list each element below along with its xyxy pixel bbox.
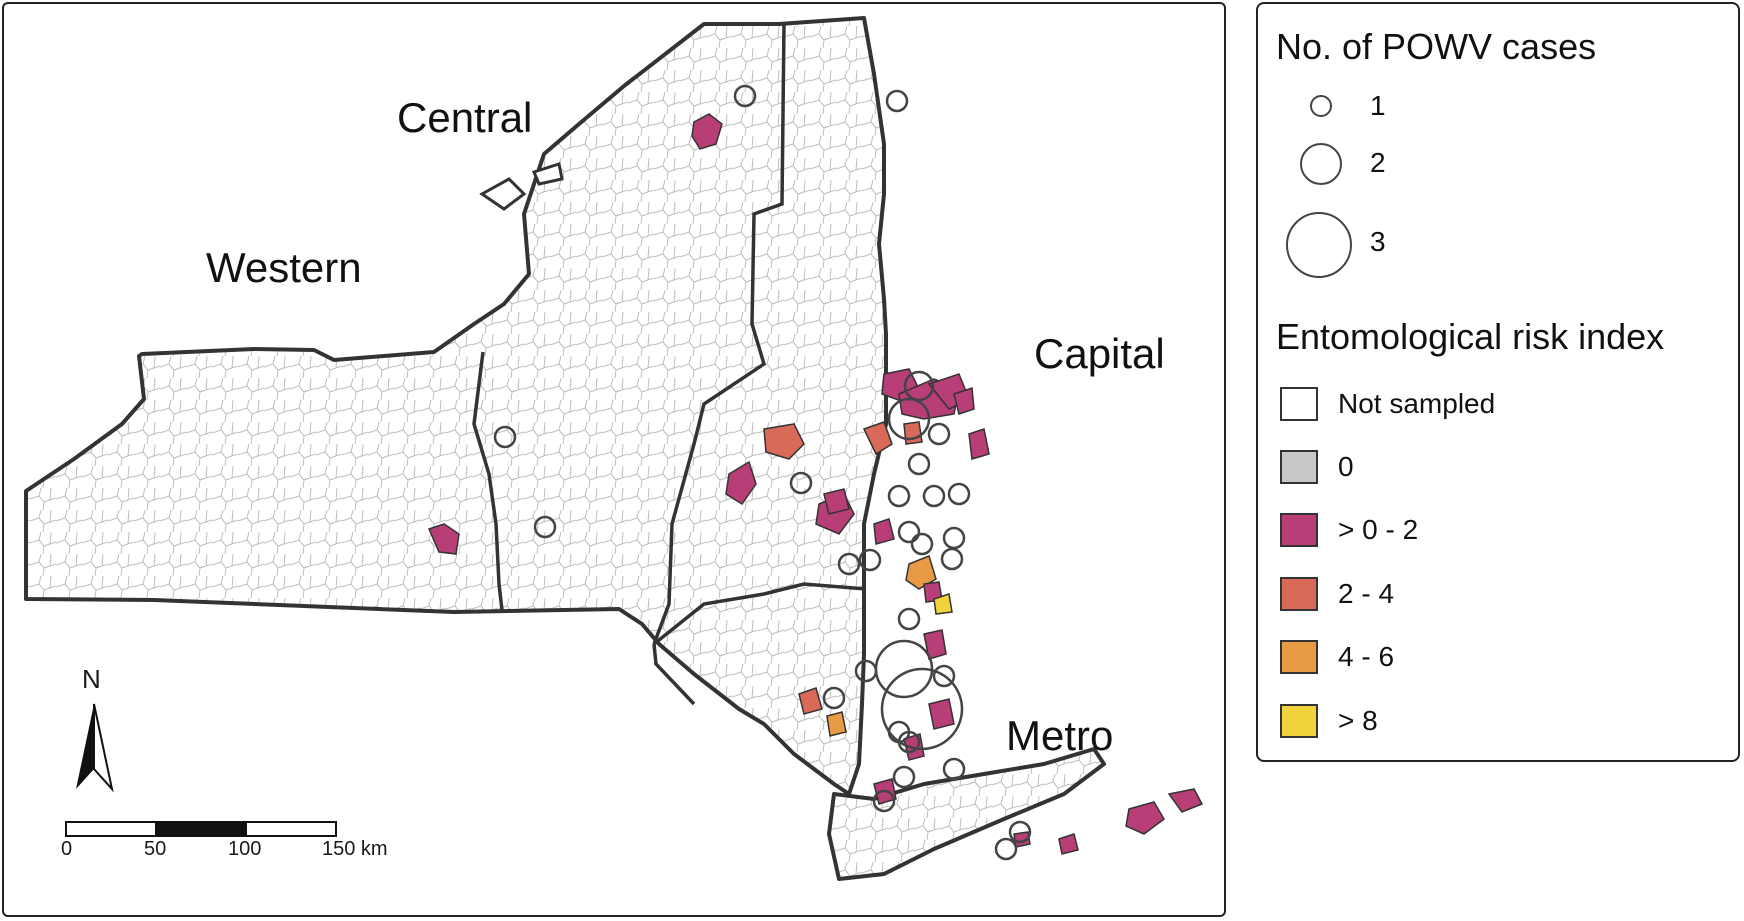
risk-area	[691, 113, 723, 150]
region-label-central: Central	[397, 94, 533, 141]
legend-risk-title: Entomological risk index	[1276, 316, 1665, 357]
case-circle-1	[910, 532, 934, 556]
case-circle-1	[493, 425, 517, 449]
case-circle-1	[942, 757, 966, 781]
risk-label-4-6: 4 - 6	[1338, 641, 1395, 672]
case-circle-3	[880, 667, 964, 751]
legend-cases-title: No. of POWV cases	[1276, 26, 1597, 67]
case-circle-1	[897, 520, 921, 544]
risk-label-gt0-2: > 0 - 2	[1338, 514, 1419, 545]
case-circle-1	[733, 84, 757, 108]
case-circle-2	[903, 370, 935, 402]
risk-label-2-4: 2 - 4	[1338, 578, 1395, 609]
risk-area	[763, 423, 805, 460]
north-label: N	[82, 664, 101, 694]
region-boundaries	[472, 23, 867, 706]
risk-label-not-sampled: Not sampled	[1338, 388, 1496, 419]
case-circle-3	[887, 397, 931, 441]
case-circle-1	[887, 484, 911, 508]
risk-area	[1013, 831, 1031, 848]
new-york-map	[24, 16, 1204, 881]
risk-area	[953, 386, 975, 415]
case-circle-1	[885, 89, 909, 113]
case-size-label-3: 3	[1370, 226, 1386, 257]
scale-tick-100: 100	[228, 838, 262, 860]
risk-area	[862, 421, 893, 456]
region-label-western: Western	[206, 244, 362, 291]
scale-bar	[65, 821, 337, 837]
map-panel: Central Western Capital Metro N 0 50 100…	[2, 2, 1226, 917]
scale-tick-0: 0	[61, 838, 73, 860]
scale-tick-150: 150 km	[322, 838, 388, 860]
case-circle-1	[1008, 820, 1032, 844]
case-circle-1	[892, 765, 916, 789]
case-circle-1	[907, 452, 931, 476]
case-circle-1	[533, 515, 557, 539]
risk-area	[903, 421, 923, 445]
risk-area	[725, 460, 757, 506]
region-label-capital: Capital	[1034, 330, 1165, 377]
legend-panel: No. of POWV cases 1 2 3 Entomological ri…	[1256, 2, 1740, 762]
case-circle-1	[897, 607, 921, 631]
risk-area	[968, 428, 990, 460]
case-circle-1	[994, 837, 1018, 861]
state-outline	[24, 16, 1106, 881]
case-circle-1	[947, 482, 971, 506]
risk-label-zero: 0	[1338, 451, 1354, 482]
case-circle-1	[837, 552, 861, 576]
risk-area	[798, 687, 823, 715]
case-circles	[493, 84, 1032, 861]
risk-area	[1058, 833, 1079, 855]
risk-swatch-gt8	[1280, 704, 1318, 738]
risk-swatch-4-6	[1280, 640, 1318, 674]
case-circle-1	[822, 686, 846, 710]
risk-area	[1167, 788, 1204, 813]
region-label-metro: Metro	[1006, 712, 1114, 759]
risk-area	[826, 711, 847, 737]
risk-areas	[427, 113, 1204, 855]
risk-area	[1125, 801, 1165, 835]
scale-tick-50: 50	[144, 838, 167, 860]
case-circle-1	[897, 730, 921, 754]
case-circle-1	[872, 789, 896, 813]
risk-area	[923, 629, 947, 660]
risk-area	[873, 518, 895, 545]
risk-area	[427, 523, 460, 555]
case-circle-1	[858, 548, 882, 572]
risk-area	[823, 488, 850, 515]
case-circle-1	[942, 526, 966, 550]
case-circle-1	[927, 422, 951, 446]
case-circle-1	[940, 547, 964, 571]
risk-area	[928, 698, 955, 730]
risk-swatch-zero	[1280, 450, 1318, 484]
case-circle-1	[789, 471, 813, 495]
risk-swatch-gt0-2	[1280, 513, 1318, 547]
case-size-label-2: 2	[1370, 147, 1386, 178]
case-size-circle-2	[1300, 143, 1342, 185]
case-size-circle-3	[1286, 212, 1352, 278]
risk-swatch-not-sampled	[1280, 387, 1318, 421]
risk-area	[933, 593, 953, 615]
case-size-circle-1	[1310, 95, 1332, 117]
risk-label-gt8: > 8	[1338, 705, 1378, 736]
north-arrow-icon	[76, 703, 114, 793]
case-circle-1	[922, 484, 946, 508]
case-circle-1	[932, 664, 956, 688]
case-size-label-1: 1	[1370, 90, 1386, 121]
risk-swatch-2-4	[1280, 577, 1318, 611]
